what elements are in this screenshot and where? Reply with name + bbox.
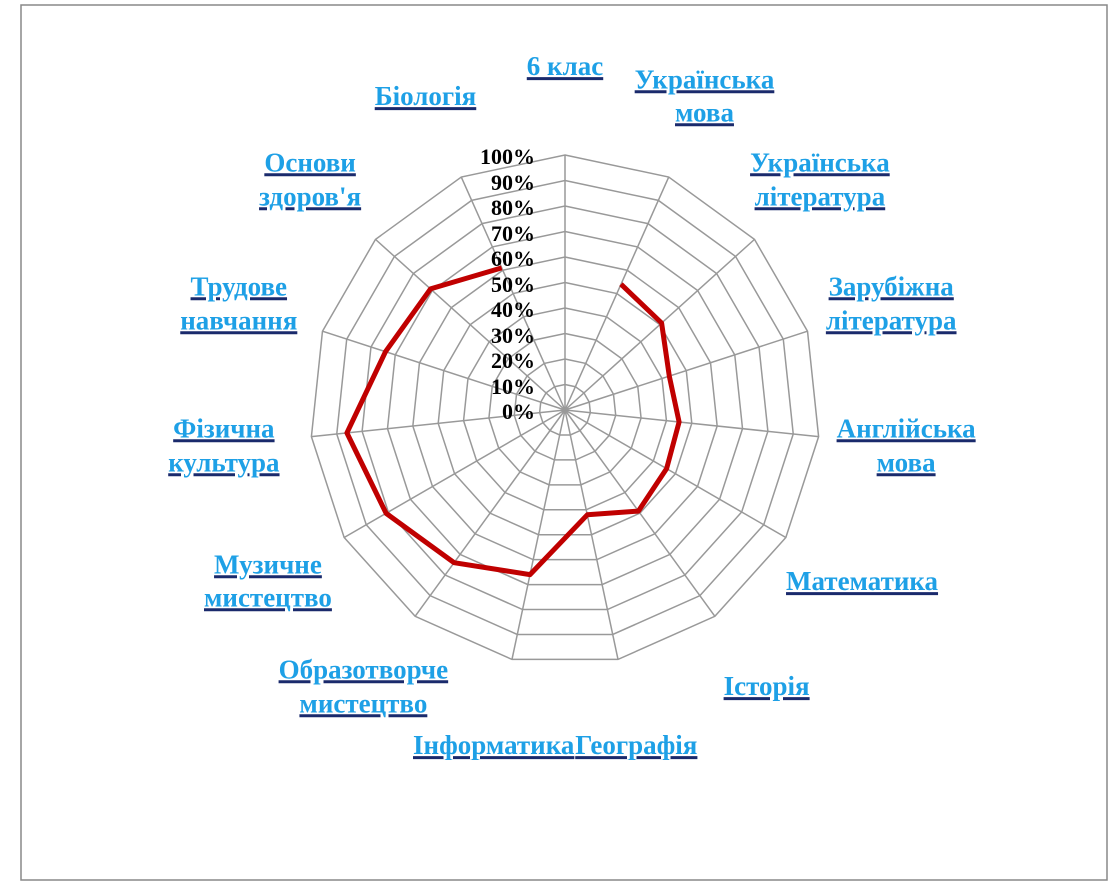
category-label: Основи здоров'я [259, 147, 362, 212]
spoke [374, 238, 566, 411]
y-tick-label: 30% [491, 322, 535, 348]
spoke [311, 409, 566, 438]
category-label: Англійська мова [836, 413, 976, 477]
y-tick-label: 90% [491, 169, 535, 195]
spoke [564, 176, 670, 411]
category-label: Зарубіжна література [825, 271, 957, 335]
grid-ring [513, 358, 617, 461]
category-label: Музичне мистецтво [204, 548, 332, 613]
category-label: 6 клас [526, 51, 604, 82]
chart-frame [20, 4, 1108, 881]
spoke [564, 409, 619, 660]
grid-ring [386, 230, 744, 586]
y-tick-label: 60% [491, 246, 535, 271]
y-tick-label: 50% [491, 271, 535, 297]
category-label: Українська література [750, 147, 890, 212]
y-tick-label: 0% [502, 399, 535, 424]
grid-ring [538, 383, 592, 436]
spoke [564, 330, 808, 411]
grid-ring [488, 332, 642, 486]
category-label: Математика [786, 565, 939, 596]
category-label: Трудове навчання [180, 271, 298, 335]
y-tick-label: 40% [491, 297, 535, 322]
spoke [564, 409, 819, 438]
grid-ring [412, 256, 718, 561]
category-label: Інформатика [413, 729, 575, 760]
spoke [511, 409, 566, 660]
category-label: Історія [723, 671, 810, 702]
data-line [344, 265, 682, 578]
grid-ring [361, 205, 769, 611]
grid-ring [310, 154, 820, 661]
category-label: Біологія [374, 80, 477, 111]
grid-ring [462, 307, 668, 511]
spoke [460, 176, 566, 411]
y-tick-label: 70% [491, 220, 535, 246]
spoke [414, 409, 566, 617]
y-tick-label: 100% [480, 144, 535, 169]
spoke [564, 409, 716, 617]
y-tick-label: 80% [491, 195, 535, 220]
spoke [343, 409, 566, 539]
y-tick-label: 10% [491, 373, 535, 399]
grid-ring [335, 179, 795, 636]
spoke [322, 330, 566, 411]
category-label: Образотворче мистецтво [278, 654, 449, 719]
category-label: Географія [575, 729, 698, 760]
category-label: Фізична культура [168, 413, 280, 477]
spoke [564, 409, 787, 539]
y-tick-label: 20% [491, 348, 535, 373]
category-label: Українська мова [634, 63, 775, 128]
